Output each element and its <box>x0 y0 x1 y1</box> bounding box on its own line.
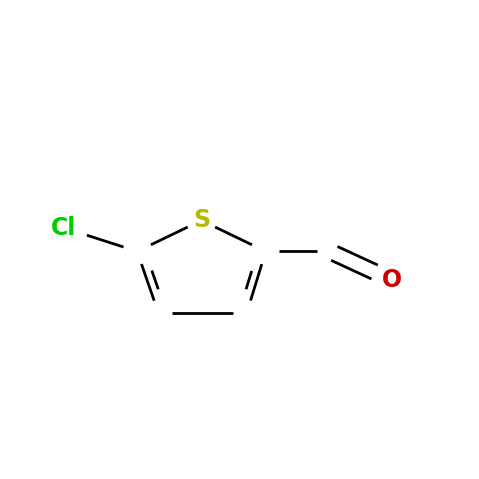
Text: Cl: Cl <box>51 216 76 240</box>
Text: S: S <box>193 208 210 232</box>
Text: O: O <box>382 268 402 292</box>
